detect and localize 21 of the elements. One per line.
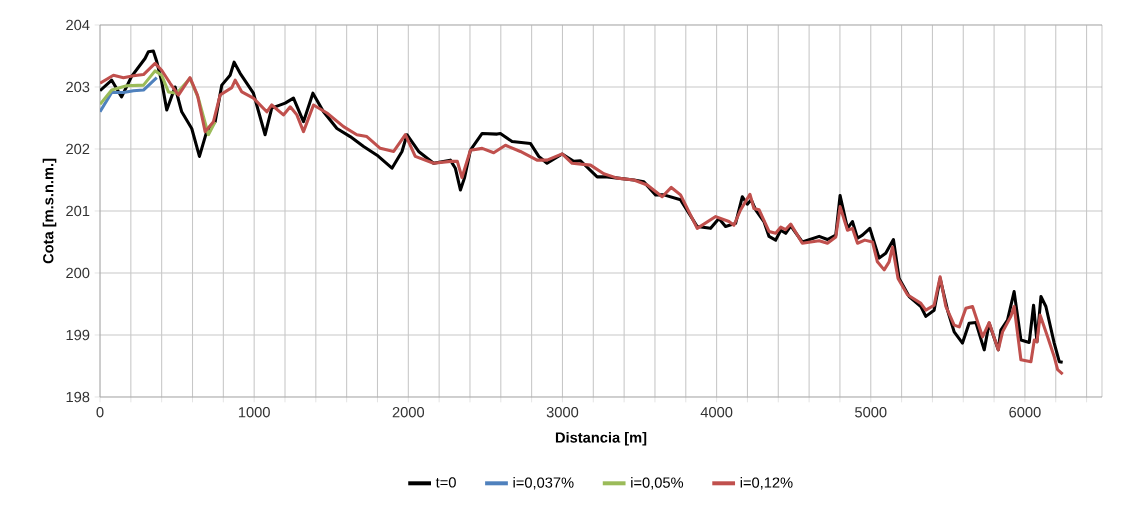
x-tick-label: 0 [96,407,104,418]
y-tick-label: 201 [66,205,90,217]
x-tick-label: 2000 [392,407,425,418]
y-tick-label: 202 [66,143,90,155]
y-tick-label: 204 [66,19,90,31]
legend-label: i=0,05% [631,476,684,490]
line-series [100,76,159,114]
x-tick-label: 1000 [238,407,270,418]
y-tick-label: 198 [66,391,90,403]
x-tick-label: 6000 [1009,407,1041,418]
x-axis-title: Distancia [m] [555,431,647,446]
x-tick-label: 4000 [700,407,733,418]
x-tick-label: 5000 [855,407,887,418]
y-axis-title: Cota [m.s.n.m.] [42,158,57,264]
y-tick-label: 203 [66,81,90,93]
legend-label: i=0,12% [740,476,793,490]
y-tick-label: 199 [66,329,90,341]
legend-label: t=0 [435,477,456,488]
y-tick-label: 200 [66,267,90,279]
legend-label: i=0,037% [513,476,574,490]
x-tick-label: 3000 [546,407,579,418]
